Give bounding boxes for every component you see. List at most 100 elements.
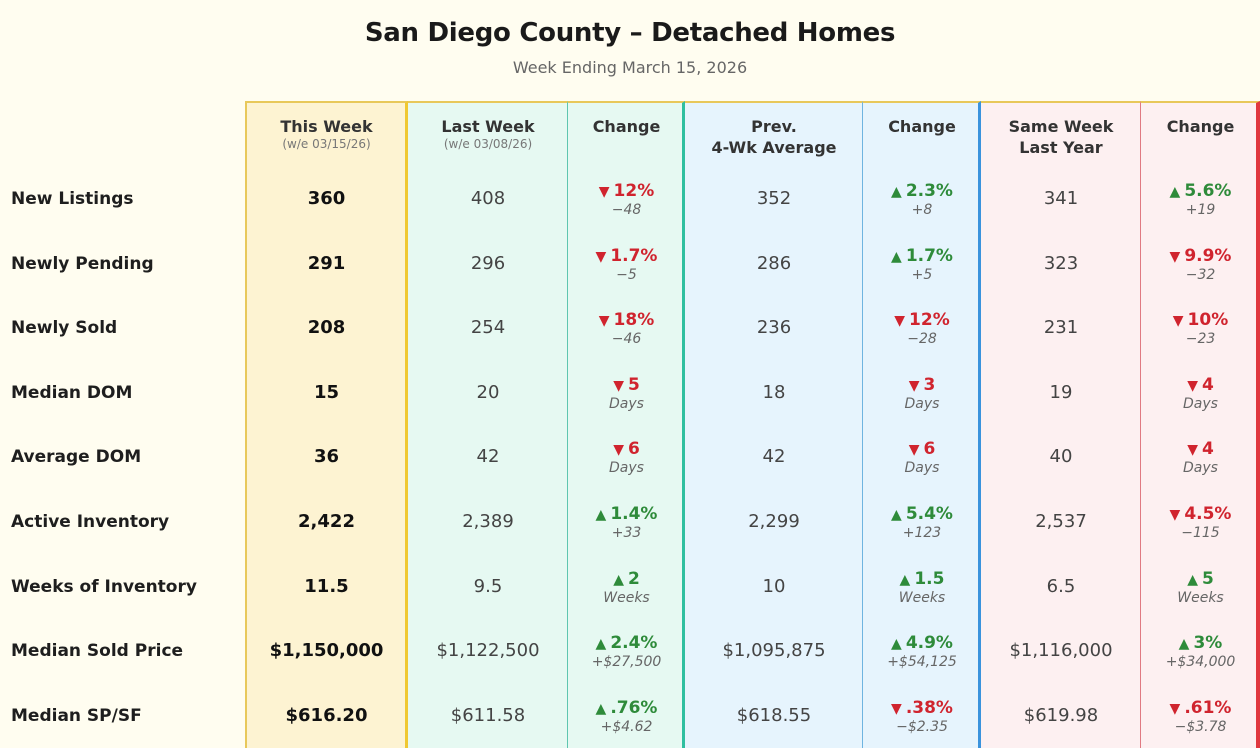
last-week-value: 42 bbox=[476, 446, 500, 468]
this-week-value: 15 bbox=[313, 381, 340, 403]
arrow-up-icon: ▲ bbox=[1187, 571, 1198, 588]
change-value: ▲ 5.6% bbox=[1141, 181, 1260, 202]
change-percent: 4 bbox=[1201, 439, 1214, 460]
change-value: ▲ 1.7% bbox=[863, 246, 981, 267]
row-label: Median Sold Price bbox=[11, 641, 184, 662]
arrow-up-icon: ▲ bbox=[595, 636, 607, 653]
change-value: ▲ 2.4% bbox=[568, 633, 685, 654]
change-difference: Days bbox=[1183, 460, 1218, 477]
change-cell: ▼ 12% −48 bbox=[568, 181, 685, 218]
this-week-value: 360 bbox=[307, 188, 346, 209]
same-week-last-year-value: 323 bbox=[1043, 252, 1079, 274]
change-percent: 18% bbox=[613, 310, 655, 331]
change-cell: ▼ 4 Days bbox=[1141, 375, 1260, 412]
column-change-average bbox=[863, 101, 981, 748]
change-difference: −$3.78 bbox=[1174, 718, 1227, 735]
arrow-up-icon: ▲ bbox=[891, 636, 902, 653]
same-week-last-year-value: 19 bbox=[1049, 381, 1073, 403]
change-difference: +$54,125 bbox=[887, 654, 957, 671]
change-cell: ▼ 6 Days bbox=[863, 439, 981, 476]
change-percent: 4 bbox=[1201, 374, 1214, 395]
change-value: ▼ 12% bbox=[863, 310, 981, 331]
change-value: ▼ .38% bbox=[863, 698, 981, 719]
last-week-value: 296 bbox=[470, 252, 506, 274]
prev-average-value: 42 bbox=[762, 446, 786, 468]
header-same-week-line2: Last Year bbox=[1019, 138, 1103, 157]
arrow-down-icon: ▼ bbox=[891, 700, 902, 717]
arrow-down-icon: ▼ bbox=[1187, 377, 1198, 394]
change-cell: ▲ 2.3% +8 bbox=[863, 181, 981, 218]
change-value: ▼ 12% bbox=[568, 181, 685, 202]
arrow-up-icon: ▲ bbox=[613, 571, 624, 588]
last-week-value: 20 bbox=[476, 381, 500, 403]
change-difference: Days bbox=[1183, 395, 1218, 412]
page-title: San Diego County – Detached Homes bbox=[364, 18, 896, 48]
this-week-value: 208 bbox=[307, 317, 346, 339]
change-value: ▼ 4 bbox=[1141, 439, 1260, 460]
change-cell: ▼ 4 Days bbox=[1141, 439, 1260, 476]
change-percent: .38% bbox=[905, 697, 953, 718]
arrow-down-icon: ▼ bbox=[894, 313, 906, 330]
change-percent: .61% bbox=[1184, 697, 1232, 718]
change-difference: −$2.35 bbox=[896, 718, 948, 735]
arrow-down-icon: ▼ bbox=[1187, 442, 1198, 459]
same-week-last-year-value: 341 bbox=[1043, 188, 1079, 209]
row-label: Weeks of Inventory bbox=[11, 576, 197, 597]
change-value: ▲ 2.3% bbox=[863, 181, 981, 202]
header-this-week: This Week (w/e 03/15/26) bbox=[245, 116, 408, 151]
change-difference: −28 bbox=[907, 331, 937, 348]
change-value: ▼ 6 bbox=[568, 439, 685, 460]
this-week-value: 11.5 bbox=[304, 575, 349, 597]
header-prev-average-line1: Prev. bbox=[751, 117, 797, 136]
change-value: ▲ 2 bbox=[568, 569, 685, 590]
table-row: Newly Sold 208 254 ▼ 18% −46 236 ▼ 12% −28 231 ▼ 10%… bbox=[0, 296, 1260, 360]
change-cell: ▼ .38% −$2.35 bbox=[863, 698, 981, 735]
change-difference: −5 bbox=[616, 266, 637, 283]
column-same-week-last-year bbox=[981, 101, 1141, 748]
change-cell: ▲ 1.7% +5 bbox=[863, 246, 981, 283]
this-week-value: $616.20 bbox=[285, 704, 368, 726]
change-percent: 2.4% bbox=[610, 633, 658, 654]
change-cell: ▲ 5.4% +123 bbox=[863, 504, 981, 541]
change-cell: ▼ 9.9% −32 bbox=[1141, 246, 1260, 283]
change-value: ▼ 9.9% bbox=[1141, 246, 1260, 267]
change-cell: ▲ 1.5 Weeks bbox=[863, 569, 981, 606]
change-value: ▼ 5 bbox=[568, 375, 685, 396]
change-cell: ▲ 3% +$34,000 bbox=[1141, 633, 1260, 670]
change-difference: Weeks bbox=[898, 589, 946, 606]
header-same-week-last-year: Same Week Last Year bbox=[981, 116, 1141, 158]
change-difference: Days bbox=[904, 395, 940, 412]
change-difference: Days bbox=[904, 460, 940, 477]
change-difference: +8 bbox=[911, 202, 933, 218]
arrow-down-icon: ▼ bbox=[1172, 313, 1184, 330]
change-value: ▼ 3 bbox=[863, 375, 981, 396]
arrow-up-icon: ▲ bbox=[1169, 184, 1181, 200]
prev-average-value: 286 bbox=[756, 252, 792, 274]
change-value: ▼ .61% bbox=[1141, 698, 1260, 719]
arrow-down-icon: ▼ bbox=[595, 248, 607, 265]
row-label: Median DOM bbox=[11, 382, 133, 403]
change-percent: 4.9% bbox=[905, 633, 953, 654]
change-value: ▲ 1.4% bbox=[568, 504, 685, 525]
this-week-value: 291 bbox=[307, 252, 346, 274]
last-week-value: 9.5 bbox=[473, 575, 503, 597]
row-label: Median SP/SF bbox=[11, 705, 142, 726]
arrow-down-icon: ▼ bbox=[1169, 507, 1181, 523]
column-change-last-week bbox=[568, 101, 685, 748]
prev-average-value: $618.55 bbox=[736, 704, 812, 726]
page-subtitle: Week Ending March 15, 2026 bbox=[512, 58, 748, 77]
change-difference: −32 bbox=[1185, 266, 1216, 283]
change-cell: ▲ .76% +$4.62 bbox=[568, 698, 685, 735]
change-percent: 1.5 bbox=[914, 568, 945, 589]
change-percent: 3% bbox=[1193, 633, 1223, 654]
change-cell: ▲ 2 Weeks bbox=[568, 569, 685, 606]
change-percent: 4.5% bbox=[1184, 504, 1232, 524]
last-week-value: 254 bbox=[470, 317, 506, 339]
table-row: Active Inventory 2,422 2,389 ▲ 1.4% +33 2,299 ▲… bbox=[0, 490, 1260, 554]
change-percent: 9.9% bbox=[1184, 245, 1232, 266]
arrow-up-icon: ▲ bbox=[595, 507, 607, 523]
arrow-down-icon: ▼ bbox=[613, 442, 624, 459]
header-last-week: Last Week (w/e 03/08/26) bbox=[408, 116, 568, 151]
change-cell: ▼ 6 Days bbox=[568, 439, 685, 476]
prev-average-value: $1,095,875 bbox=[722, 640, 826, 662]
